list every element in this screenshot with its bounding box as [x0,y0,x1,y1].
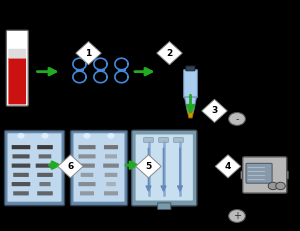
Polygon shape [136,155,161,178]
FancyBboxPatch shape [6,30,28,106]
FancyBboxPatch shape [78,154,95,158]
FancyBboxPatch shape [40,182,51,186]
Circle shape [229,210,245,222]
FancyBboxPatch shape [13,173,29,177]
Circle shape [268,182,278,190]
FancyBboxPatch shape [80,191,94,195]
FancyBboxPatch shape [106,182,116,186]
FancyBboxPatch shape [12,145,30,149]
Polygon shape [76,42,101,65]
Text: 2: 2 [167,49,172,58]
FancyBboxPatch shape [103,164,119,168]
FancyBboxPatch shape [158,203,171,210]
FancyBboxPatch shape [241,171,246,179]
FancyBboxPatch shape [246,163,272,183]
FancyBboxPatch shape [37,173,53,177]
FancyBboxPatch shape [159,138,168,142]
FancyBboxPatch shape [78,182,95,186]
FancyBboxPatch shape [104,145,118,149]
FancyBboxPatch shape [186,66,195,71]
FancyBboxPatch shape [8,133,62,202]
Text: 5: 5 [146,162,152,171]
FancyBboxPatch shape [104,191,118,195]
FancyBboxPatch shape [12,164,30,168]
Circle shape [229,112,245,125]
Text: -: - [235,114,239,124]
FancyBboxPatch shape [78,145,95,149]
FancyBboxPatch shape [144,138,153,142]
FancyBboxPatch shape [283,171,288,179]
Polygon shape [184,97,196,112]
FancyBboxPatch shape [70,131,128,206]
Polygon shape [202,99,227,122]
FancyBboxPatch shape [13,154,29,158]
FancyBboxPatch shape [4,131,64,206]
FancyBboxPatch shape [13,191,29,195]
FancyBboxPatch shape [36,164,54,168]
Text: 4: 4 [225,162,231,171]
FancyBboxPatch shape [8,58,26,104]
FancyBboxPatch shape [81,173,93,177]
Text: 6: 6 [68,162,74,171]
FancyBboxPatch shape [79,164,95,168]
Text: 3: 3 [212,106,218,115]
Text: 1: 1 [85,49,91,58]
Polygon shape [188,112,194,118]
FancyBboxPatch shape [105,154,117,158]
FancyBboxPatch shape [105,173,117,177]
Circle shape [41,133,49,139]
FancyBboxPatch shape [74,133,124,202]
Circle shape [83,133,91,139]
FancyBboxPatch shape [132,130,197,206]
Polygon shape [215,155,241,178]
Polygon shape [157,42,182,65]
FancyBboxPatch shape [184,70,197,98]
Circle shape [276,182,285,190]
FancyBboxPatch shape [174,138,183,142]
FancyBboxPatch shape [37,145,53,149]
FancyBboxPatch shape [136,134,193,201]
FancyBboxPatch shape [37,191,53,195]
Text: +: + [233,211,241,221]
FancyBboxPatch shape [8,49,26,59]
Polygon shape [58,155,83,178]
Circle shape [17,133,25,139]
FancyBboxPatch shape [243,157,287,193]
Circle shape [107,133,115,139]
FancyBboxPatch shape [12,182,30,186]
FancyBboxPatch shape [39,154,51,158]
